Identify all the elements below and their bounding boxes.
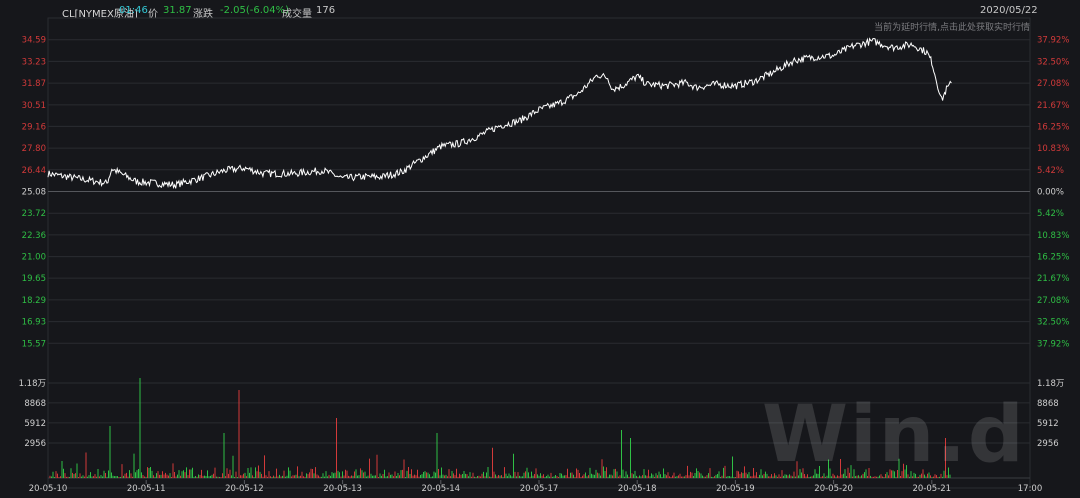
price-tick-label: 21.00 bbox=[22, 253, 46, 263]
quote-header: CL[NYMEX原油] 01:46 价 31.87 涨跌 -2.05(-6.04… bbox=[0, 0, 1080, 20]
pct-tick-label: 27.08% bbox=[1037, 79, 1069, 89]
price-tick-label: 19.65 bbox=[22, 274, 46, 284]
volume-tick-label-right: 2956 bbox=[1037, 439, 1059, 449]
volume-tick-label: 2956 bbox=[24, 439, 46, 449]
price-tick-label: 18.29 bbox=[22, 296, 46, 306]
volume-tick-label-right: 5912 bbox=[1037, 419, 1059, 429]
pct-tick-label: 16.25% bbox=[1037, 253, 1069, 263]
x-tick-label: 20-05-10 bbox=[29, 484, 68, 494]
quote-date: 2020/05/22 bbox=[980, 5, 1038, 16]
price-tick-label: 29.16 bbox=[22, 122, 46, 132]
x-tick-label: 20-05-14 bbox=[422, 484, 461, 494]
x-tick-label: 20-05-19 bbox=[716, 484, 755, 494]
x-tick-label: 20-05-20 bbox=[814, 484, 853, 494]
x-tick-label: 20-05-13 bbox=[323, 484, 362, 494]
volume-value: 176 bbox=[316, 5, 336, 16]
price-tick-label: 31.87 bbox=[22, 79, 46, 89]
price-tick-label: 27.80 bbox=[22, 144, 46, 154]
price-tick-label: 23.72 bbox=[22, 209, 46, 219]
volume-tick-label-right: 8868 bbox=[1037, 399, 1059, 409]
plot-frame bbox=[47, 17, 1031, 489]
pct-tick-label: 32.50% bbox=[1037, 318, 1069, 328]
wind-watermark: Win.d bbox=[762, 390, 1026, 480]
x-tick-label: 20-05-12 bbox=[225, 484, 264, 494]
pct-tick-label: 5.42% bbox=[1037, 209, 1064, 219]
x-tick-label: 17:00 bbox=[1018, 484, 1043, 494]
pct-tick-label: 21.67% bbox=[1037, 274, 1069, 284]
price-tick-label: 26.44 bbox=[22, 166, 46, 176]
pct-tick-label: 16.25% bbox=[1037, 122, 1069, 132]
pct-tick-label: 37.92% bbox=[1037, 339, 1069, 349]
change-label: 涨跌 bbox=[193, 9, 213, 20]
pct-tick-label: 5.42% bbox=[1037, 166, 1064, 176]
price-tick-label: 15.57 bbox=[22, 339, 46, 349]
realtime-notice-link[interactable]: 当前为延时行情,点击此处获取实时行情 bbox=[874, 23, 1030, 33]
pct-tick-label: 0.00% bbox=[1037, 188, 1064, 198]
pct-tick-label: 10.83% bbox=[1037, 144, 1069, 154]
volume-tick-label: 8868 bbox=[24, 399, 46, 409]
quote-time: 01:46 bbox=[119, 5, 148, 16]
pct-tick-label: 21.67% bbox=[1037, 101, 1069, 111]
x-tick-label: 20-05-18 bbox=[618, 484, 657, 494]
last-price: 31.87 bbox=[163, 5, 192, 16]
x-tick-label: 20-05-21 bbox=[913, 484, 952, 494]
volume-label: 成交量 bbox=[282, 9, 312, 20]
volume-tick-label: 5912 bbox=[24, 419, 46, 429]
pct-tick-label: 37.92% bbox=[1037, 36, 1069, 46]
pct-tick-label: 10.83% bbox=[1037, 231, 1069, 241]
price-series-line bbox=[47, 37, 952, 190]
price-tick-label: 25.08 bbox=[22, 188, 46, 198]
price-tick-label: 30.51 bbox=[22, 101, 46, 111]
price-tick-label: 34.59 bbox=[22, 36, 46, 46]
symbol-name: CL[NYMEX原油] bbox=[62, 9, 138, 20]
volume-tick-label-right: 1.18万 bbox=[1037, 379, 1064, 389]
x-tick-label: 20-05-11 bbox=[127, 484, 166, 494]
price-label: 价 bbox=[148, 9, 158, 20]
x-tick-label: 20-05-17 bbox=[520, 484, 559, 494]
price-tick-label: 22.36 bbox=[22, 231, 46, 241]
pct-tick-label: 27.08% bbox=[1037, 296, 1069, 306]
price-change: -2.05(-6.04%) bbox=[220, 5, 290, 16]
pct-tick-label: 32.50% bbox=[1037, 57, 1069, 67]
price-tick-label: 16.93 bbox=[22, 318, 46, 328]
price-tick-label: 33.23 bbox=[22, 57, 46, 67]
volume-tick-label: 1.18万 bbox=[19, 379, 46, 389]
